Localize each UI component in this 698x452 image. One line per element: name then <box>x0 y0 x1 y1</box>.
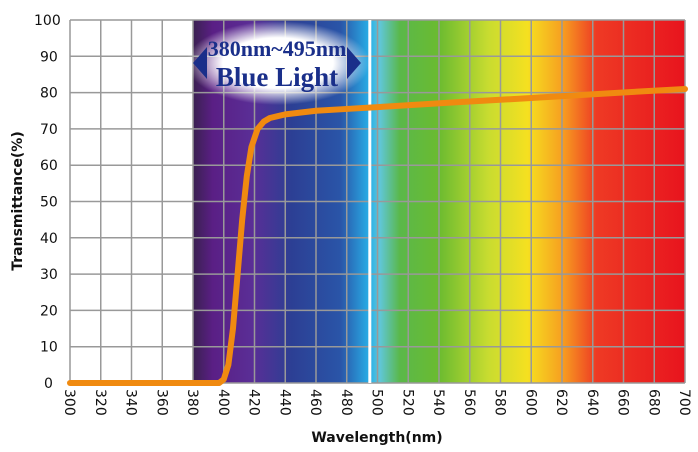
y-tick-label: 30 <box>40 267 58 283</box>
x-tick-label: 640 <box>584 389 600 416</box>
x-tick-label: 560 <box>461 389 477 416</box>
y-tick-label: 100 <box>34 13 61 29</box>
axis-ticks: 300 320 340 360 380 400 420 440 460 480 500 520 540 5… <box>34 13 692 416</box>
x-axis-label: Wavelength(nm) <box>311 430 442 446</box>
annotation-glow <box>186 21 370 105</box>
x-tick-label: 380 <box>184 389 200 416</box>
x-tick-label: 340 <box>123 389 139 416</box>
x-tick-label: 420 <box>246 389 262 416</box>
x-tick-label: 620 <box>553 389 569 416</box>
y-tick-label: 90 <box>40 49 58 65</box>
y-tick-label: 70 <box>40 122 58 138</box>
arrow-right-icon <box>347 47 361 79</box>
y-tick-label: 0 <box>44 376 53 392</box>
y-tick-label: 10 <box>40 340 58 356</box>
annotation-label: Blue Light <box>216 62 338 92</box>
y-tick-label: 80 <box>40 86 58 102</box>
x-tick-label: 460 <box>307 389 323 416</box>
x-tick-label: 660 <box>615 389 631 416</box>
x-tick-label: 360 <box>153 389 169 416</box>
arrow-left-icon <box>193 47 207 79</box>
x-tick-label: 680 <box>645 389 661 416</box>
x-tick-label: 400 <box>215 389 231 416</box>
series-line <box>67 85 688 386</box>
x-tick-label: 440 <box>276 389 292 416</box>
annotation-range: 380nm~495nm <box>208 36 347 61</box>
y-tick-label: 60 <box>40 158 58 174</box>
x-tick-label: 540 <box>430 389 446 416</box>
x-tick-label: 500 <box>369 389 385 416</box>
y-tick-label: 40 <box>40 231 58 247</box>
y-tick-label: 20 <box>40 303 58 319</box>
x-tick-label: 520 <box>399 389 415 416</box>
x-tick-label: 580 <box>492 389 508 416</box>
blue-light-annotation: 380nm~495nm Blue Light <box>186 21 370 105</box>
y-axis-label: Transmittance(%) <box>10 131 26 270</box>
x-tick-label: 300 <box>61 389 77 416</box>
x-tick-label: 700 <box>676 389 692 416</box>
x-tick-label: 320 <box>92 389 108 416</box>
y-tick-label: 50 <box>40 195 58 211</box>
grid <box>69 19 686 384</box>
x-tick-label: 600 <box>522 389 538 416</box>
x-tick-label: 480 <box>338 389 354 416</box>
